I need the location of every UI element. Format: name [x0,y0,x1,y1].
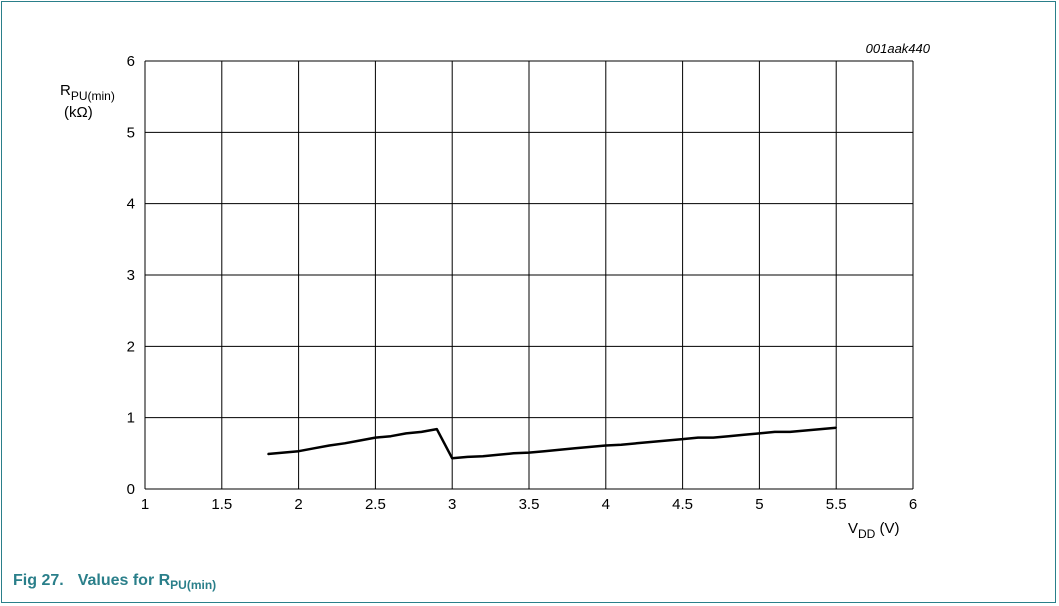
data-point [758,432,761,435]
data-point [436,428,438,430]
data-point [528,451,530,454]
x-tick-label: 2.5 [365,496,386,513]
x-tick-label: 1 [141,496,149,513]
data-point [374,436,377,439]
data-point [405,432,407,435]
caption-text: Values for R [77,572,171,589]
data-point [681,438,684,440]
data-point [589,446,592,448]
y-tick-labels: 0 1 2 3 4 5 6 [127,53,135,498]
data-point [635,442,638,445]
y-tick-label: 2 [127,338,135,355]
x-tick-label: 1.5 [211,496,232,513]
data-point [789,431,791,433]
data-point [605,444,607,447]
x-axis-label: VDD (V) [848,520,900,541]
x-tick-label: 4.5 [672,496,693,513]
data-point [313,447,315,450]
data-point [282,451,285,454]
y-tick-label: 5 [127,124,135,141]
data-point [820,428,822,430]
data-point [359,439,361,442]
y-tick-label: 4 [127,196,135,213]
figure-number: Fig 27. [13,572,64,589]
x-tick-label: 5.5 [826,496,847,513]
data-point [743,433,745,436]
data-point [512,452,515,455]
data-point [620,443,622,446]
data-point [451,457,454,460]
y-axis-unit: (kΩ) [64,104,93,121]
y-tick-label: 0 [127,481,135,498]
data-point [651,441,653,443]
series-group [267,426,837,460]
data-point [666,439,669,442]
x-tick-label: 5 [755,496,763,513]
data-point [420,431,423,433]
figure-caption: Fig 27. Values for RPU(min) [13,572,216,592]
data-point [543,450,546,452]
grid [144,60,914,490]
data-point [267,453,269,455]
caption-subscript: PU(min) [170,578,217,592]
data-point [558,448,561,451]
y-tick-label: 3 [127,267,135,284]
data-point [466,456,469,458]
data-point [482,455,484,457]
x-tick-label: 3.5 [519,496,540,513]
data-point [712,436,715,439]
y-tick-label: 1 [127,410,135,427]
series-line [267,426,837,460]
data-point [328,444,331,447]
data-point [574,447,576,450]
data-point [804,429,807,432]
x-tick-label: 4 [602,496,610,513]
data-point [389,435,392,438]
data-point [835,426,837,429]
x-tick-label: 3 [448,496,456,513]
data-point [497,453,500,456]
y-axis-label: RPU(min) [60,82,115,103]
x-tick-label: 2 [294,496,302,513]
data-point [697,436,699,439]
data-point [297,450,300,452]
x-tick-labels: 1 1.5 2 2.5 3 3.5 4 4.5 5 5.5 6 [141,496,917,513]
y-tick-label: 6 [127,53,135,70]
data-point [343,442,346,445]
data-point [773,431,776,433]
data-point [727,435,730,438]
figure-code: 001aak440 [866,41,931,56]
x-tick-label: 6 [909,496,917,513]
